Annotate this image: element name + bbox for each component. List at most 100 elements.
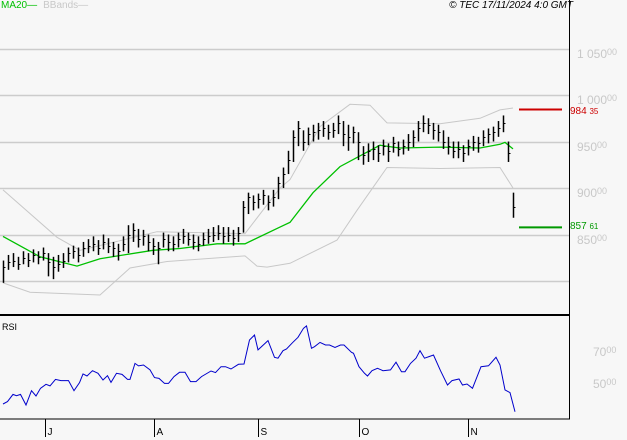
price-bar bbox=[507, 141, 511, 162]
price-bar bbox=[127, 225, 131, 254]
price-bar bbox=[272, 189, 276, 207]
price-axis-label: 85000 bbox=[577, 232, 608, 247]
level-lines bbox=[519, 108, 562, 229]
support-label: 857 61 bbox=[570, 221, 598, 232]
rsi-axis-label: 5000 bbox=[593, 377, 617, 390]
price-axis-dec: 00 bbox=[597, 186, 608, 196]
price-bar bbox=[407, 134, 411, 151]
rsi-line-group bbox=[2, 325, 516, 412]
price-bar bbox=[397, 141, 401, 157]
price-bar bbox=[292, 130, 296, 162]
price-bar bbox=[262, 189, 266, 205]
price-bar bbox=[167, 234, 171, 252]
chart-frame bbox=[0, 0, 570, 420]
price-bar bbox=[132, 223, 136, 242]
price-bar bbox=[427, 118, 431, 135]
price-bar bbox=[97, 240, 101, 255]
price-bar bbox=[332, 122, 336, 138]
price-bar bbox=[137, 228, 141, 248]
price-bar bbox=[172, 236, 176, 252]
price-bar bbox=[122, 236, 126, 252]
price-bar bbox=[52, 256, 56, 280]
price-axis-dec: 00 bbox=[597, 139, 608, 150]
legend-ma20[interactable]: MA20— bbox=[1, 0, 38, 11]
price-bar bbox=[227, 227, 231, 242]
price-bar bbox=[347, 124, 351, 151]
price-bar bbox=[502, 115, 506, 133]
price-bar bbox=[87, 239, 91, 254]
price-bar bbox=[367, 143, 371, 162]
price-bar bbox=[162, 232, 166, 248]
price-bar bbox=[242, 201, 246, 233]
price-bar bbox=[282, 167, 286, 188]
price-axis-dec: 00 bbox=[607, 93, 618, 103]
legend-bbands[interactable]: BBands— bbox=[43, 0, 89, 11]
price-bars bbox=[2, 115, 516, 283]
price-bar bbox=[47, 253, 51, 277]
price-bar bbox=[57, 254, 61, 272]
rsi-axis-label: 7000 bbox=[593, 345, 617, 359]
price-bar bbox=[112, 241, 116, 257]
price-axis-dec: 00 bbox=[597, 232, 608, 243]
price-bar bbox=[487, 128, 491, 144]
price-bar bbox=[177, 232, 181, 248]
rsi-axis-dec: 00 bbox=[606, 377, 617, 387]
bband-upper-line bbox=[2, 103, 514, 251]
price-bar bbox=[247, 192, 251, 215]
price-bar bbox=[27, 253, 31, 268]
price-bar bbox=[252, 195, 256, 211]
price-bar bbox=[312, 124, 316, 142]
price-bar bbox=[202, 232, 206, 246]
price-bar bbox=[352, 126, 356, 144]
price-bar bbox=[422, 115, 426, 133]
price-bar bbox=[462, 145, 466, 162]
price-bar bbox=[442, 130, 446, 149]
price-bar bbox=[17, 256, 21, 270]
price-bar bbox=[22, 251, 26, 265]
price-axis-int: 900 bbox=[577, 186, 598, 200]
price-bar bbox=[372, 141, 376, 161]
price-bar bbox=[102, 234, 106, 250]
price-bar bbox=[277, 176, 281, 200]
resistance-dec: 35 bbox=[589, 106, 599, 116]
price-axis-dec: 00 bbox=[607, 46, 618, 57]
legend-bbands-label: BBands bbox=[43, 0, 79, 11]
price-bar bbox=[387, 143, 391, 162]
price-bar bbox=[482, 130, 486, 147]
price-axis-int: 1 050 bbox=[577, 46, 608, 61]
price-bar bbox=[322, 121, 326, 137]
rsi-line bbox=[2, 325, 516, 412]
price-bar bbox=[232, 229, 236, 246]
price-bar bbox=[62, 253, 66, 268]
rsi-title: RSI bbox=[2, 322, 18, 332]
month-label: S bbox=[260, 427, 268, 438]
price-bar bbox=[412, 130, 416, 148]
bband-lower-line bbox=[2, 166, 514, 296]
price-bar bbox=[192, 234, 196, 250]
price-bar bbox=[492, 126, 496, 142]
price-bar bbox=[417, 121, 421, 142]
price-axis-label: 95000 bbox=[577, 139, 608, 154]
price-bar bbox=[362, 146, 366, 165]
month-label: J bbox=[47, 427, 53, 438]
price-bar bbox=[477, 136, 481, 153]
support-int: 857 bbox=[570, 221, 587, 233]
price-bar bbox=[207, 228, 211, 244]
price-bar bbox=[187, 232, 191, 246]
price-bar bbox=[142, 229, 146, 246]
price-bar bbox=[12, 253, 16, 268]
price-bar bbox=[37, 251, 41, 265]
price-bar bbox=[497, 121, 501, 137]
rsi-axis-dec: 00 bbox=[606, 345, 617, 355]
price-axis-int: 950 bbox=[577, 139, 598, 154]
price-bar bbox=[7, 254, 11, 270]
price-bar bbox=[307, 127, 311, 146]
rsi-axis-int: 70 bbox=[593, 345, 607, 359]
month-ticks bbox=[45, 419, 469, 437]
price-bar bbox=[147, 234, 151, 252]
month-label: A bbox=[156, 427, 164, 438]
price-bar bbox=[32, 249, 36, 263]
price-axis-int: 850 bbox=[577, 232, 598, 247]
price-bar bbox=[2, 260, 6, 283]
price-bar bbox=[512, 192, 516, 218]
